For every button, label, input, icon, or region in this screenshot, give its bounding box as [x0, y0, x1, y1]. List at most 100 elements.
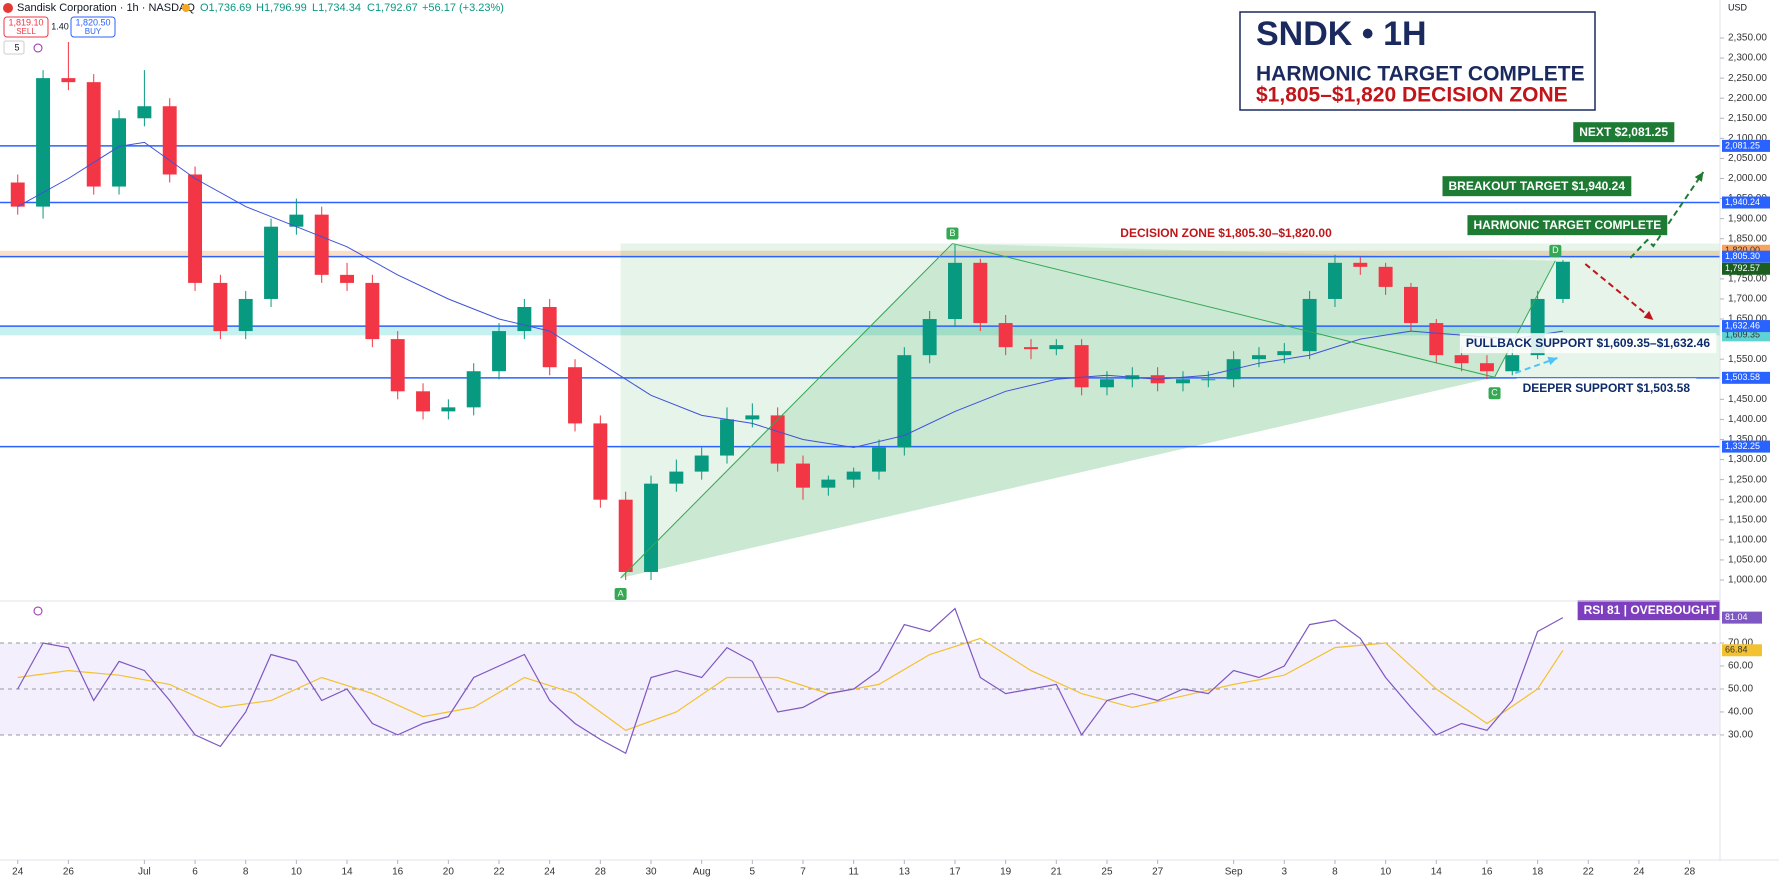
rsi-line: [17, 607, 1564, 755]
candle-body: [745, 415, 760, 420]
candle-body: [897, 355, 912, 448]
y-tick-label: 1,750.00: [1728, 274, 1767, 285]
candle-body: [137, 106, 152, 119]
y-tick-label: 1,000.00: [1728, 575, 1767, 586]
annotation-bg: [1114, 223, 1339, 244]
y-tick-label: 2,050.00: [1728, 153, 1767, 164]
zone: [0, 250, 1720, 257]
x-tick-label: 16: [392, 867, 404, 878]
breakout-arrow-head: [1694, 172, 1704, 182]
interval-count[interactable]: 5: [14, 42, 19, 52]
annotation-text: NEXT $2,081.25: [1579, 125, 1668, 139]
x-tick-label: 14: [341, 867, 353, 878]
y-tick-label: 2,000.00: [1728, 173, 1767, 184]
zone-badge: [1722, 329, 1770, 342]
level-badge-label: 1,940.24: [1725, 197, 1760, 207]
pattern-point: [1549, 244, 1562, 257]
candle-body: [1378, 266, 1393, 287]
level-badge: [1722, 440, 1770, 453]
candle-body: [1479, 363, 1494, 372]
x-tick-label: 18: [1532, 867, 1544, 878]
y-tick-label: 1,200.00: [1728, 494, 1767, 505]
y-tick-label: 1,300.00: [1728, 454, 1767, 465]
level-badge: [1722, 196, 1770, 209]
x-tick-label: Sep: [1225, 867, 1243, 878]
symbol-icon: [3, 3, 13, 13]
rsi-tick-label: 60.00: [1728, 661, 1753, 672]
annotation-text: PULLBACK SUPPORT $1,609.35–$1,632.46: [1466, 336, 1710, 350]
sell-box[interactable]: [3, 16, 49, 38]
symbol: Sandisk Corporation · 1h · NASDAQ: [17, 2, 195, 14]
x-tick-label: 28: [595, 867, 607, 878]
buy-button[interactable]: 1,820.50 BUY: [70, 16, 116, 38]
candle-body: [644, 483, 658, 572]
x-tick-label: Jul: [138, 867, 151, 878]
interval-box[interactable]: [3, 40, 25, 55]
y-tick-label: 2,350.00: [1728, 33, 1767, 44]
y-tick-label: 2,200.00: [1728, 93, 1767, 104]
candle-body: [1454, 355, 1469, 364]
candle-body: [618, 499, 633, 572]
x-tick-label: 7: [800, 867, 806, 878]
candle-body: [872, 447, 886, 472]
candle-body: [36, 78, 51, 207]
price-pane: A B C D: [0, 41, 1720, 600]
pattern-point-label: D: [1552, 245, 1559, 255]
candle-body: [1353, 262, 1368, 267]
pattern-leg: [952, 243, 1495, 378]
pattern-point: [614, 587, 627, 600]
buy-price[interactable]: 1,820.50: [75, 17, 110, 27]
candle-body: [1201, 379, 1216, 381]
buy-label[interactable]: BUY: [85, 27, 102, 36]
candle-body: [720, 419, 734, 456]
annotation: PULLBACK SUPPORT $1,609.35–$1,632.46: [1459, 333, 1717, 354]
x-tick-label: 11: [848, 867, 859, 878]
y-tick-label: 1,250.00: [1728, 474, 1767, 485]
rsi-badge: [1722, 611, 1762, 624]
candle-body: [416, 391, 430, 412]
annotation: RSI 81 | OVERBOUGHT: [1577, 600, 1724, 621]
candle-body: [390, 339, 405, 392]
y-tick-label: 1,550.00: [1728, 354, 1767, 365]
pattern-point: [1488, 387, 1501, 400]
annotation-text: DEEPER SUPPORT $1,503.58: [1523, 381, 1691, 395]
candle-body: [973, 262, 988, 324]
y-tick-label: 1,350.00: [1728, 434, 1767, 445]
level-badge-label: 1,632.46: [1725, 320, 1760, 330]
annotation-bg: [1467, 215, 1668, 236]
bounce-arrow-head: [1547, 356, 1558, 366]
subtitle: HARMONIC TARGET COMPLETE: [1256, 63, 1585, 86]
pattern-point: [946, 227, 959, 240]
x-tick-label: 22: [1583, 867, 1595, 878]
background-layer: [0, 243, 1720, 578]
candle-body: [1252, 355, 1266, 360]
ohlc-high: H1,796.99: [256, 2, 307, 14]
x-tick-label: 10: [1380, 867, 1392, 878]
candle-body: [1505, 355, 1520, 372]
sell-price[interactable]: 1,819.10: [8, 17, 43, 27]
candle-body: [770, 415, 785, 464]
moving-average: [17, 141, 1563, 449]
candle-body: [188, 174, 203, 283]
annotation-text: RSI 81 | OVERBOUGHT: [1584, 603, 1717, 617]
buy-box[interactable]: [70, 16, 116, 38]
y-tick-label: 1,700.00: [1728, 294, 1767, 305]
pattern-point-label: C: [1491, 388, 1498, 398]
candle-body: [340, 274, 355, 283]
title: SNDK • 1H: [1256, 15, 1427, 53]
annotation-bg: [1459, 333, 1717, 354]
candle-body: [314, 214, 329, 275]
level-badge-label: 1,332.25: [1725, 441, 1760, 451]
indicator-icon: [33, 43, 43, 53]
candle-body: [846, 471, 861, 480]
candle-body: [213, 282, 228, 332]
sell-label[interactable]: SELL: [16, 27, 36, 36]
rsi-pane: [0, 606, 1720, 755]
sell-button[interactable]: 1,819.10 SELL: [3, 16, 49, 38]
status-dot: [182, 4, 190, 12]
annotation: DECISION ZONE $1,805.30–$1,820.00: [1114, 223, 1339, 244]
x-tick-label: 10: [291, 867, 303, 878]
rsi-ma-badge: [1722, 644, 1762, 657]
